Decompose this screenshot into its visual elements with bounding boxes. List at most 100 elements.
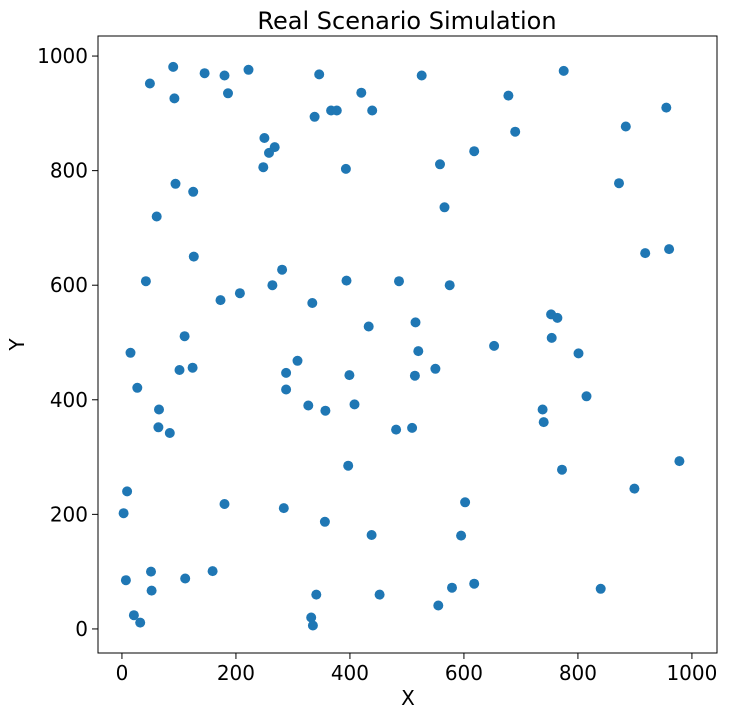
data-point (460, 497, 471, 508)
data-point (344, 370, 355, 381)
data-point (132, 382, 143, 393)
data-point (546, 332, 557, 343)
data-point (187, 362, 198, 373)
data-point (146, 566, 156, 577)
y-axis: 0 200 400 600 800 1000 (37, 44, 98, 641)
y-axis-label: Y (5, 338, 29, 352)
data-point (223, 88, 233, 99)
data-point (331, 105, 342, 116)
data-point (292, 355, 303, 366)
data-point (341, 275, 352, 286)
x-axis-label: X (401, 686, 415, 710)
data-point (430, 363, 441, 374)
data-point (557, 464, 567, 475)
data-point (435, 159, 445, 170)
data-point (340, 163, 351, 174)
data-point (151, 211, 162, 222)
data-point (309, 111, 320, 122)
data-point (219, 499, 230, 509)
data-point (188, 251, 199, 262)
data-point (661, 102, 672, 113)
data-point (259, 133, 270, 143)
x-axis: 0 200 400 600 800 1000 (116, 653, 717, 685)
data-point (234, 288, 245, 299)
data-point (164, 428, 175, 438)
data-point (456, 530, 467, 541)
y-tick-label: 800 (50, 159, 88, 183)
data-point (558, 65, 569, 76)
chart-title: Real Scenario Simulation (257, 7, 556, 35)
data-points (118, 61, 685, 631)
data-point (573, 348, 584, 359)
data-point (595, 583, 606, 594)
data-point (537, 404, 548, 415)
data-point (620, 121, 631, 132)
y-tick-label: 600 (50, 273, 88, 297)
data-point (153, 422, 164, 433)
data-point (264, 147, 274, 158)
data-point (439, 202, 450, 213)
y-tick-label: 0 (75, 617, 88, 641)
data-point (188, 186, 199, 197)
data-point (307, 298, 318, 308)
data-point (394, 276, 404, 287)
data-point (629, 483, 640, 494)
data-point (146, 585, 157, 596)
data-point (416, 70, 427, 81)
data-point (135, 617, 146, 628)
data-point (489, 340, 500, 351)
data-point (180, 573, 191, 584)
data-point (410, 317, 421, 328)
data-point (469, 578, 480, 589)
data-point (356, 87, 367, 98)
data-point (169, 93, 180, 104)
x-tick-label: 600 (445, 661, 483, 685)
x-tick-label: 1000 (666, 661, 717, 685)
y-tick-label: 400 (50, 388, 88, 412)
data-point (363, 321, 374, 332)
data-point (391, 424, 402, 435)
data-point (407, 422, 418, 433)
data-point (314, 69, 325, 80)
data-point (538, 417, 549, 428)
data-point (281, 367, 292, 378)
data-point (168, 61, 179, 72)
data-point (199, 68, 210, 79)
plot-frame (97, 35, 718, 654)
data-point (140, 276, 151, 287)
data-point (349, 399, 360, 410)
data-point (413, 346, 424, 357)
data-point (258, 162, 269, 173)
data-point (510, 126, 521, 137)
data-point (144, 78, 155, 89)
data-point (366, 530, 377, 540)
data-point (444, 280, 455, 291)
x-tick-label: 200 (217, 661, 255, 685)
data-point (281, 384, 292, 395)
data-point (664, 244, 675, 255)
data-point (469, 146, 480, 157)
data-point (447, 582, 457, 593)
x-tick-label: 0 (116, 661, 129, 685)
data-point (311, 589, 322, 600)
data-point (154, 404, 164, 415)
x-tick-label: 800 (559, 661, 597, 685)
data-point (581, 391, 592, 402)
data-point (267, 280, 278, 291)
data-point (306, 612, 317, 623)
data-point (320, 405, 331, 416)
data-point (433, 600, 444, 611)
data-point (503, 90, 514, 101)
data-point (174, 365, 185, 375)
data-point (215, 295, 226, 306)
data-point (640, 248, 651, 259)
data-point (125, 347, 136, 358)
data-point (319, 516, 330, 527)
data-point (307, 620, 318, 631)
data-point (367, 105, 378, 116)
y-tick-label: 200 (50, 502, 88, 526)
data-point (122, 486, 133, 497)
data-point (118, 508, 129, 519)
data-point (674, 456, 685, 467)
